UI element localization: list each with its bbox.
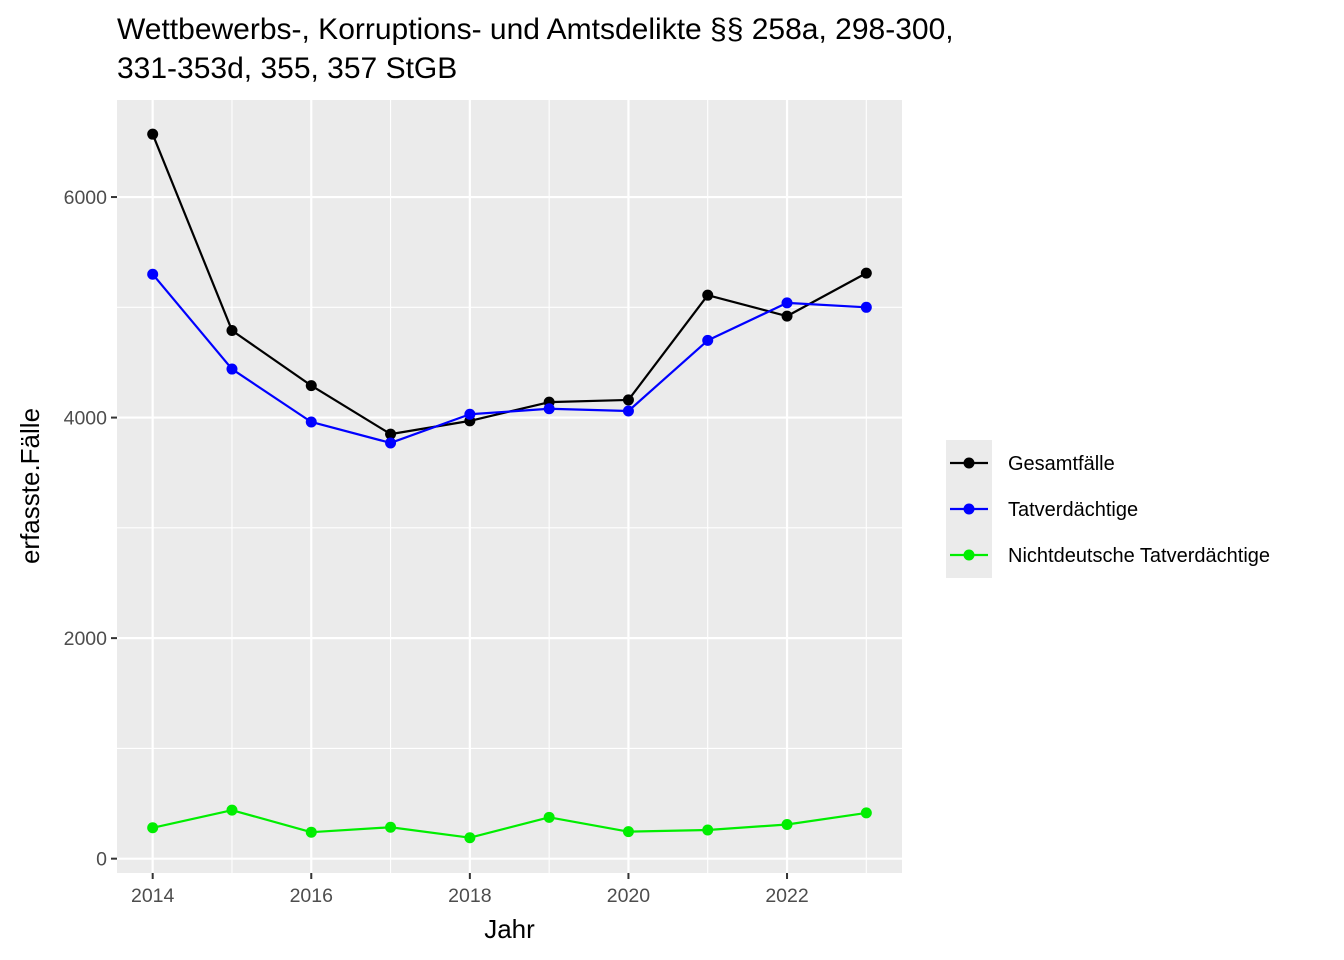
- data-point: [305, 380, 317, 392]
- data-point: [464, 408, 476, 420]
- x-tick-label: 2022: [765, 885, 808, 907]
- x-tick-label: 2020: [607, 885, 651, 907]
- chart-title-line-1: Wettbewerbs-, Korruptions- und Amtsdelik…: [117, 13, 954, 46]
- legend-key-point: [963, 457, 975, 469]
- data-point: [385, 821, 397, 833]
- data-point: [147, 128, 159, 140]
- data-point: [781, 297, 793, 309]
- data-point: [305, 416, 317, 428]
- data-point: [860, 267, 872, 279]
- legend: Gesamtfälle Tatverdächtige Nichtdeutsche T…: [946, 440, 1270, 578]
- series-2: [147, 268, 872, 449]
- legend-item: Tatverdächtige: [950, 499, 1138, 521]
- data-point: [385, 428, 397, 440]
- data-point: [147, 268, 159, 280]
- data-point: [464, 832, 476, 844]
- series-3: [147, 804, 872, 844]
- data-point: [702, 334, 714, 346]
- series-line: [152, 809, 867, 839]
- data-point: [781, 310, 793, 322]
- data-point: [860, 301, 872, 313]
- data-point: [702, 824, 714, 836]
- y-tick-label: 0: [96, 849, 107, 871]
- data-point: [702, 289, 714, 301]
- y-tick-label: 4000: [64, 408, 108, 430]
- legend-label: Gesamtfälle: [1008, 453, 1115, 475]
- y-axis-title: erfasste.Fälle: [15, 408, 45, 564]
- plot-panel: [117, 100, 902, 873]
- data-point: [543, 811, 555, 823]
- series-lines: [147, 128, 872, 844]
- data-point: [226, 363, 238, 375]
- data-point: [226, 324, 238, 336]
- legend-label: Tatverdächtige: [1008, 499, 1138, 521]
- data-point: [622, 405, 634, 417]
- data-point: [305, 826, 317, 838]
- data-point: [147, 822, 159, 834]
- legend-key-point: [963, 549, 975, 561]
- y-tick-label: 6000: [64, 187, 108, 209]
- data-point: [622, 826, 634, 838]
- data-point: [226, 804, 238, 816]
- data-point: [622, 394, 634, 406]
- chart-title-line-2: 331-353d, 355, 357 StGB: [117, 52, 457, 85]
- grid-lines: [117, 100, 902, 873]
- x-tick-label: 2018: [448, 885, 491, 907]
- data-point: [860, 807, 872, 819]
- legend-label: Nichtdeutsche Tatverdächtige: [1008, 545, 1270, 567]
- axes: 2014 2016 2018 2020 2022 0 2000 4000 6000: [64, 187, 809, 907]
- series-line: [151, 273, 867, 445]
- x-tick-label: 2016: [290, 885, 333, 907]
- legend-item: Nichtdeutsche Tatverdächtige: [950, 545, 1270, 567]
- data-point: [543, 403, 555, 415]
- x-axis-title: Jahr: [484, 914, 535, 944]
- data-point: [385, 437, 397, 449]
- x-tick-label: 2014: [131, 885, 175, 907]
- y-tick-label: 2000: [64, 628, 108, 650]
- legend-key-point: [963, 503, 975, 515]
- legend-item: Gesamtfälle: [950, 453, 1115, 475]
- data-point: [781, 818, 793, 830]
